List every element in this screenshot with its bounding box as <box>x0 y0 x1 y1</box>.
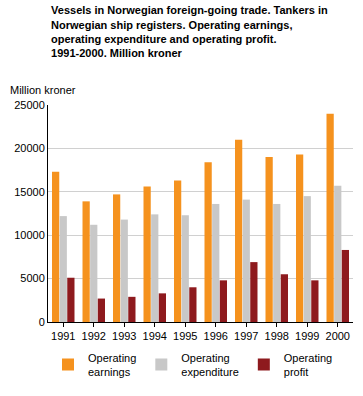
svg-text:15000: 15000 <box>14 186 45 198</box>
svg-text:10000: 10000 <box>14 229 45 241</box>
svg-text:1991: 1991 <box>51 330 75 342</box>
svg-text:1999: 1999 <box>295 330 319 342</box>
svg-text:2000: 2000 <box>326 330 350 342</box>
svg-text:5000: 5000 <box>20 272 44 284</box>
svg-text:1998: 1998 <box>265 330 289 342</box>
svg-text:25000: 25000 <box>14 99 45 111</box>
svg-text:Operatingprofit: Operatingprofit <box>284 352 332 378</box>
svg-text:1995: 1995 <box>173 330 197 342</box>
svg-text:1992: 1992 <box>82 330 106 342</box>
svg-text:Operatingearnings: Operatingearnings <box>88 352 136 378</box>
svg-text:Vessels in Norwegian foreign-g: Vessels in Norwegian foreign-going trade… <box>51 4 328 59</box>
svg-text:0: 0 <box>39 316 45 328</box>
svg-text:1993: 1993 <box>112 330 136 342</box>
svg-text:1994: 1994 <box>143 330 167 342</box>
svg-text:Million kroner: Million kroner <box>10 84 76 96</box>
svg-text:1996: 1996 <box>204 330 228 342</box>
svg-text:Operatingexpenditure: Operatingexpenditure <box>181 352 239 378</box>
svg-text:20000: 20000 <box>14 142 45 154</box>
svg-text:1997: 1997 <box>234 330 258 342</box>
